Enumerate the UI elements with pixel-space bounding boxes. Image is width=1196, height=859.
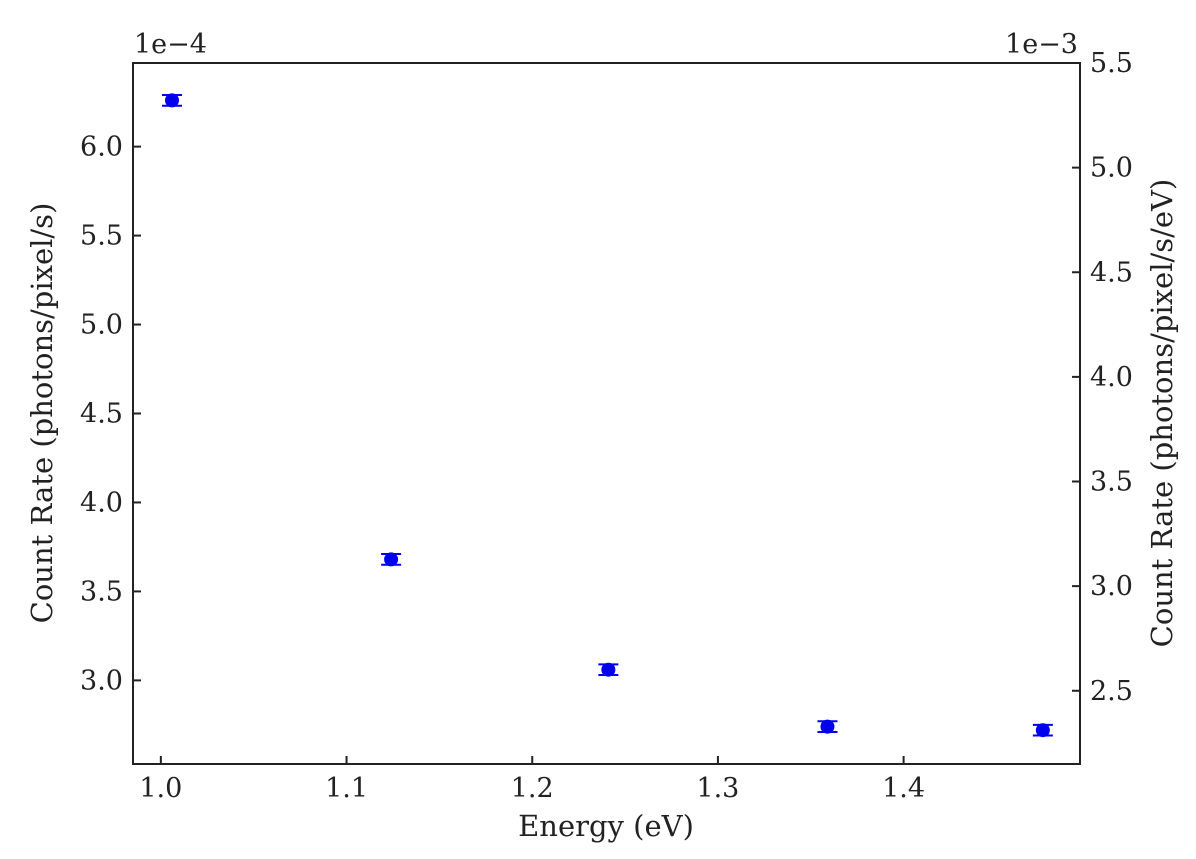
y-right-axis-ticks: 2.5 3.0 3.5 4.0 4.5 5.0 5.5 (1072, 48, 1133, 707)
y-right-tick-label: 4.0 (1090, 362, 1133, 393)
data-points (161, 93, 1053, 738)
y-tick-label: 4.0 (80, 487, 123, 518)
y-right-tick-label: 5.0 (1090, 153, 1133, 184)
x-tick-label: 1.4 (882, 773, 925, 804)
x-tick-label: 1.3 (696, 773, 739, 804)
data-point (1035, 723, 1050, 738)
y-right-tick-label: 5.5 (1090, 48, 1133, 79)
data-point (601, 662, 616, 677)
y-left-axis-ticks: 3.0 3.5 4.0 4.5 5.0 5.5 6.0 (80, 132, 141, 696)
x-axis-ticks: 1.0 1.1 1.2 1.3 1.4 (139, 756, 925, 804)
right-axis-offset-label: 1e−3 (1005, 29, 1078, 60)
left-axis-offset-label: 1e−4 (134, 29, 207, 60)
x-tick-label: 1.1 (325, 773, 368, 804)
y-tick-label: 5.0 (80, 310, 123, 341)
y-right-axis-label: Count Rate (photons/pixel/s/eV) (1145, 179, 1179, 648)
y-tick-label: 6.0 (80, 132, 123, 163)
y-tick-label: 3.0 (80, 665, 123, 696)
y-right-tick-label: 2.5 (1090, 676, 1133, 707)
x-tick-label: 1.0 (139, 773, 182, 804)
y-right-tick-label: 4.5 (1090, 257, 1133, 288)
plot-frame (132, 62, 1081, 765)
y-tick-label: 4.5 (80, 399, 123, 430)
y-right-tick-label: 3.0 (1090, 571, 1133, 602)
y-left-axis-label: Count Rate (photons/pixel/s) (25, 203, 59, 624)
y-tick-label: 5.5 (80, 221, 123, 252)
data-point (820, 719, 835, 734)
data-point (384, 552, 399, 567)
data-point (164, 93, 179, 108)
x-axis-label: Energy (eV) (518, 809, 694, 843)
y-tick-label: 3.5 (80, 576, 123, 607)
x-tick-label: 1.2 (511, 773, 554, 804)
y-right-tick-label: 3.5 (1090, 467, 1133, 498)
